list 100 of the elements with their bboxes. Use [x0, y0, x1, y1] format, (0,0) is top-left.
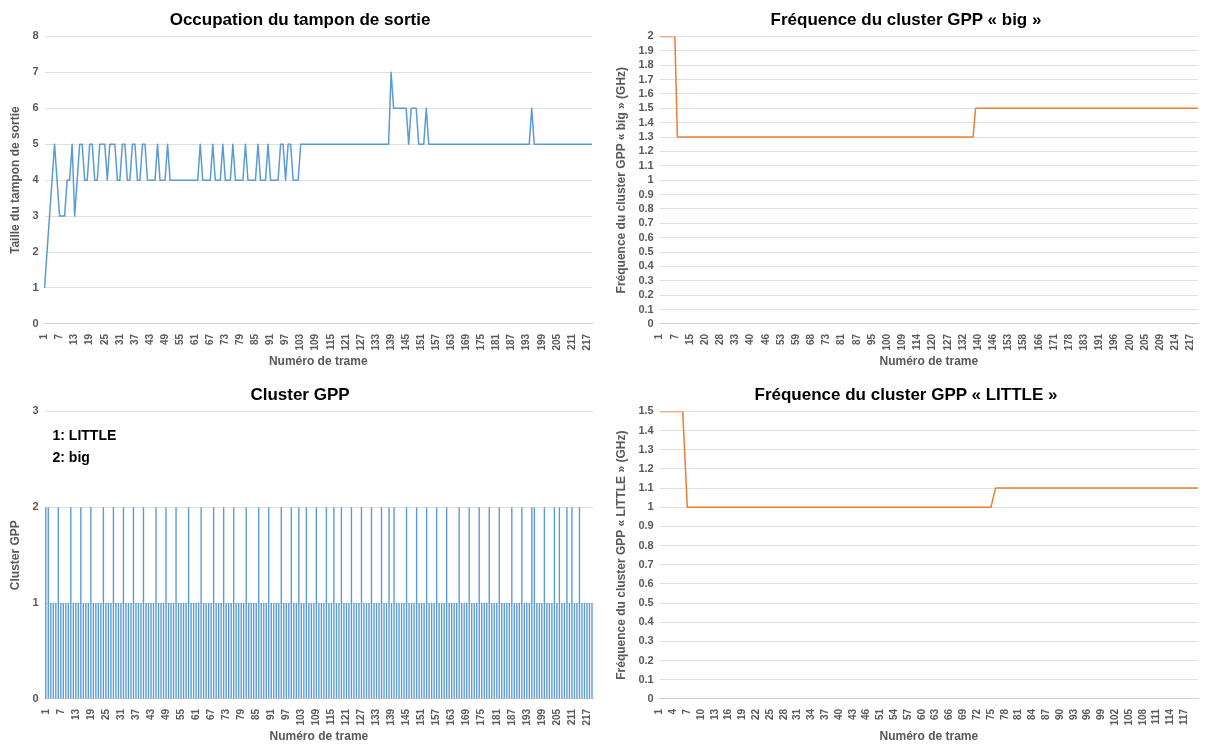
- x-tick-label: 205: [550, 333, 562, 351]
- x-tick-label: 31: [791, 708, 803, 721]
- x-tick-label: 37: [129, 708, 141, 721]
- x-tick-label: 7: [54, 708, 66, 715]
- x-tick-label: 25: [763, 708, 775, 721]
- x-tick-label: 191: [1093, 333, 1105, 351]
- chart-title: Cluster GPP: [250, 384, 350, 404]
- x-tick-label: 97: [280, 708, 292, 721]
- x-tick-label: 66: [943, 708, 955, 721]
- x-tick-label: 109: [310, 708, 322, 726]
- x-tick-label: 55: [173, 333, 185, 346]
- x-tick-label: 1: [38, 333, 50, 340]
- x-tick-label: 81: [1012, 708, 1024, 721]
- x-tick-label: 37: [128, 333, 140, 346]
- chart-title: Occupation du tampon de sortie: [169, 9, 431, 29]
- x-tick-label: 72: [970, 708, 982, 721]
- x-tick-label: 60: [915, 708, 927, 721]
- x-tick-label: 79: [234, 333, 246, 346]
- y-tick-label: 0.3: [638, 634, 654, 647]
- y-tick-label: 0: [32, 691, 39, 704]
- y-tick-label: 0.9: [638, 519, 654, 532]
- x-tick-label: 105: [1122, 708, 1134, 726]
- x-tick-label: 103: [294, 333, 306, 351]
- x-tick-label: 34: [805, 708, 817, 721]
- x-tick-label: 78: [998, 708, 1010, 721]
- y-tick-label: 1: [647, 500, 654, 513]
- x-tick-label: 90: [1053, 708, 1065, 721]
- x-tick-label: 146: [987, 333, 999, 351]
- x-tick-label: 205: [550, 708, 562, 726]
- x-tick-label: 199: [535, 708, 547, 726]
- x-tick-label: 85: [249, 333, 261, 346]
- y-tick-label: 0.4: [638, 615, 655, 628]
- x-tick-label: 46: [860, 708, 872, 721]
- x-tick-label: 127: [355, 708, 367, 726]
- y-tick-label: 5: [32, 137, 39, 150]
- x-tick-label: 49: [158, 333, 170, 346]
- y-tick-label: 1.5: [638, 101, 654, 114]
- x-tick-label: 111: [1150, 708, 1162, 725]
- y-tick-label: 1: [647, 173, 654, 186]
- x-tick-label: 109: [896, 333, 908, 351]
- x-tick-label: 183: [1078, 333, 1090, 351]
- x-tick-label: 81: [835, 333, 847, 346]
- y-axis-title: Fréquence du cluster GPP « big » (GHz): [613, 66, 628, 294]
- x-tick-label: 140: [971, 333, 983, 351]
- x-tick-label: 19: [84, 708, 96, 721]
- x-tick-label: 53: [774, 333, 786, 346]
- x-tick-label: 13: [708, 708, 720, 721]
- x-tick-label: 139: [384, 333, 396, 351]
- y-tick-label: 1.5: [638, 404, 654, 417]
- y-tick-label: 0.7: [638, 557, 654, 570]
- y-tick-label: 0.8: [638, 201, 654, 214]
- x-tick-label: 127: [941, 333, 953, 351]
- x-tick-label: 151: [414, 333, 426, 351]
- y-tick-label: 0: [647, 691, 654, 704]
- y-tick-label: 1.2: [638, 144, 654, 157]
- x-tick-label: 57: [901, 708, 913, 721]
- x-tick-label: 31: [114, 708, 126, 721]
- x-tick-label: 40: [832, 708, 844, 721]
- x-tick-label: 43: [846, 708, 858, 721]
- x-tick-label: 96: [1081, 708, 1093, 721]
- x-tick-label: 217: [580, 333, 592, 351]
- x-tick-label: 171: [1047, 333, 1059, 351]
- x-tick-label: 7: [53, 333, 65, 340]
- x-tick-label: 43: [143, 333, 155, 346]
- y-tick-label: 1.9: [638, 43, 654, 56]
- x-tick-label: 13: [68, 333, 80, 346]
- x-tick-label: 40: [744, 333, 756, 346]
- x-tick-label: 93: [1067, 708, 1079, 721]
- x-tick-label: 61: [189, 708, 201, 721]
- x-tick-label: 211: [565, 333, 577, 351]
- y-tick-label: 1.2: [638, 461, 654, 474]
- x-tick-label: 158: [1017, 333, 1029, 351]
- x-tick-label: 1: [653, 708, 665, 715]
- y-tick-label: 2: [647, 29, 654, 42]
- x-tick-label: 95: [865, 333, 877, 346]
- x-tick-label: 1: [653, 333, 665, 340]
- x-tick-label: 175: [475, 708, 487, 726]
- x-tick-label: 100: [880, 333, 892, 351]
- y-tick-label: 0.1: [638, 302, 654, 315]
- x-tick-label: 49: [159, 708, 171, 721]
- x-tick-label: 169: [460, 708, 472, 726]
- x-tick-label: 211: [565, 708, 577, 726]
- x-tick-label: 13: [69, 708, 81, 721]
- y-tick-label: 1.1: [638, 158, 654, 171]
- x-axis-title: Numéro de trame: [879, 354, 979, 369]
- annotation: 1: LITTLE: [52, 427, 117, 444]
- x-tick-label: 133: [369, 333, 381, 351]
- y-tick-label: 0.3: [638, 273, 654, 286]
- y-tick-label: 1.8: [638, 58, 654, 71]
- x-tick-label: 46: [759, 333, 771, 346]
- y-tick-label: 3: [32, 209, 39, 222]
- y-tick-label: 1.4: [638, 115, 655, 128]
- y-tick-label: 0.4: [638, 259, 655, 272]
- y-axis-title: Taille du tampon de sortie: [7, 105, 22, 255]
- x-tick-label: 7: [681, 708, 693, 715]
- annotation: 2: big: [52, 449, 90, 466]
- x-tick-label: 16: [722, 708, 734, 721]
- x-tick-label: 67: [204, 333, 216, 346]
- x-tick-label: 139: [385, 708, 397, 726]
- x-tick-label: 115: [324, 333, 336, 351]
